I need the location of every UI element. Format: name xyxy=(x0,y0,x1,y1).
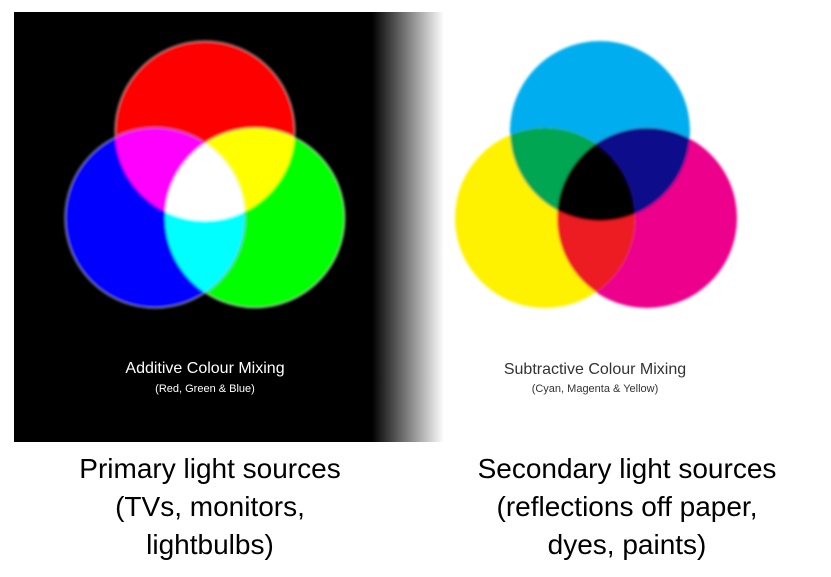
additive-note: Primary light sources (TVs, monitors, li… xyxy=(10,450,410,564)
additive-note-line: Primary light sources xyxy=(79,453,341,484)
additive-title: Additive Colour Mixing xyxy=(125,360,285,377)
subtractive-note: Secondary light sources (reflections off… xyxy=(427,450,827,564)
subtractive-note-line: dyes, paints) xyxy=(547,529,707,560)
additive-subtitle: (Red, Green & Blue) xyxy=(155,383,255,395)
additive-note-line: lightbulbs) xyxy=(146,529,274,560)
subtractive-note-line: Secondary light sources xyxy=(477,453,777,484)
subtractive-venn xyxy=(455,41,737,308)
subtractive-subtitle: (Cyan, Magenta & Yellow) xyxy=(531,383,659,395)
subtractive-note-line: (reflections off paper, xyxy=(496,491,758,522)
black-overlap xyxy=(557,128,635,221)
additive-venn xyxy=(64,40,346,309)
white-overlap xyxy=(165,128,245,221)
subtractive-title: Subtractive Colour Mixing xyxy=(503,361,687,378)
additive-note-line: (TVs, monitors, xyxy=(115,491,305,522)
